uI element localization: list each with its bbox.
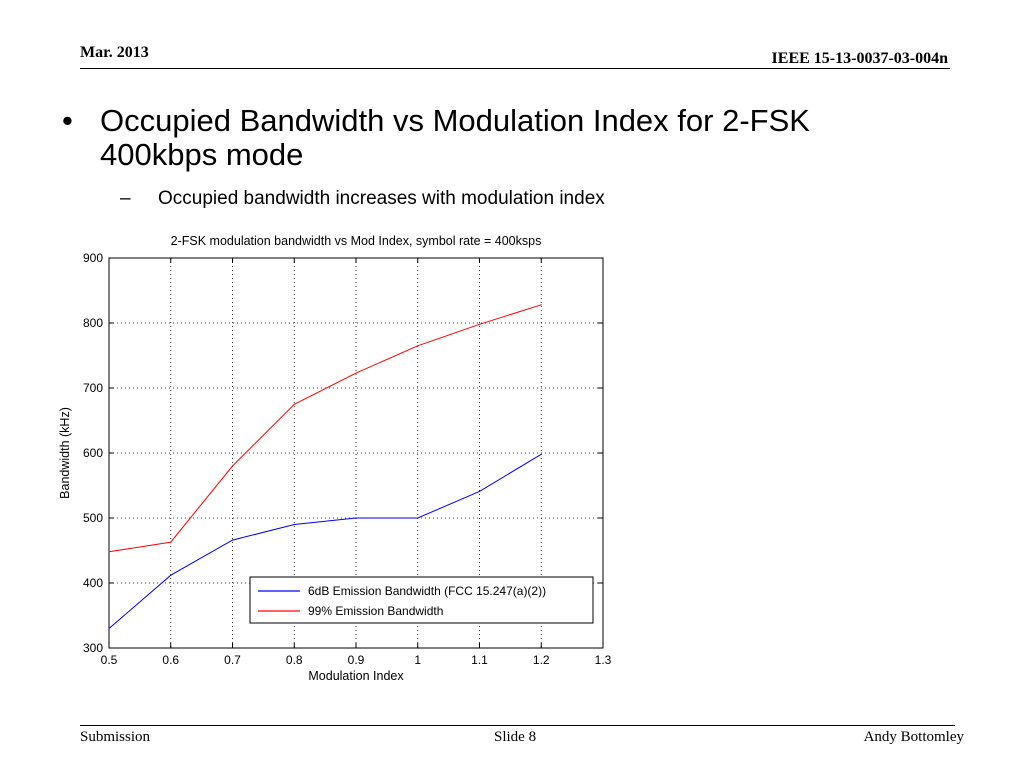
footer-slide-number: Slide 8	[494, 729, 537, 745]
header-doc-id: IEEE 15-13-0037-03-004n	[771, 50, 948, 67]
header-rule	[80, 68, 950, 69]
footer-submission: Submission	[80, 729, 151, 745]
y-tick-label: 600	[83, 446, 103, 460]
series-2-point	[540, 304, 542, 306]
y-tick-label: 800	[83, 316, 103, 330]
x-tick-label: 0.6	[162, 653, 179, 667]
series-2-point	[293, 403, 295, 405]
bullet-text: Occupied Bandwidth vs Modulation Index f…	[100, 103, 810, 172]
x-tick-label: 0.7	[224, 653, 241, 667]
sub-bullet-text: Occupied bandwidth increases with modula…	[158, 188, 605, 209]
x-axis-label: Modulation Index	[308, 669, 404, 683]
series-1-point	[478, 490, 481, 492]
x-tick-label: 0.5	[101, 653, 118, 667]
header-date: Mar. 2013	[80, 44, 149, 61]
legend-label-2: 99% Emission Bandwidth	[308, 604, 443, 618]
series-2-point	[170, 541, 172, 543]
series-1-point	[540, 453, 542, 455]
footer-rule	[80, 725, 955, 726]
y-tick-label: 400	[83, 576, 103, 590]
y-axis-label: Bandwidth (kHz)	[58, 407, 72, 499]
x-tick-label: 0.8	[286, 653, 303, 667]
legend-box	[249, 576, 594, 624]
series-2-point	[355, 372, 357, 374]
chart-container: 0.5 0.6 0.7 0.8 0.9 1 1.1 1.2 1.3 300 400 500 600 700…	[40, 225, 640, 695]
chart-title: 2-FSK modulation bandwidth vs Mod Index,…	[171, 234, 542, 248]
series-1-point	[170, 574, 172, 576]
sub-bullet-symbol: –	[120, 188, 131, 209]
series-2-point	[417, 345, 419, 347]
x-tick-label: 1.1	[471, 653, 488, 667]
series-line-2	[108, 304, 542, 553]
series-line-1	[108, 453, 542, 629]
series-1-point	[355, 517, 357, 519]
y-tick-label: 500	[83, 511, 103, 525]
series-2-point	[108, 551, 110, 553]
series-2-point	[231, 465, 234, 467]
x-tick-label: 1.3	[595, 653, 612, 667]
bandwidth-chart: 0.5 0.6 0.7 0.8 0.9 1 1.1 1.2 1.3 300 400 500 600 700…	[58, 234, 612, 683]
series-1-point	[231, 539, 234, 541]
y-tick-label: 900	[83, 251, 103, 265]
series-1-point	[108, 627, 110, 630]
series-1-point	[417, 517, 419, 519]
series-2-point	[478, 323, 481, 325]
x-tick-label: 1.2	[533, 653, 550, 667]
footer-author: Andy Bottomley	[863, 729, 964, 745]
series-1-point	[293, 523, 295, 526]
bullet-symbol: •	[62, 103, 73, 138]
x-tick-label: 1	[414, 653, 421, 667]
y-tick-label: 300	[83, 641, 103, 655]
legend-label-1: 6dB Emission Bandwidth (FCC 15.247(a)(2)…	[308, 584, 546, 598]
x-tick-label: 0.9	[348, 653, 365, 667]
y-tick-label: 700	[83, 381, 103, 395]
